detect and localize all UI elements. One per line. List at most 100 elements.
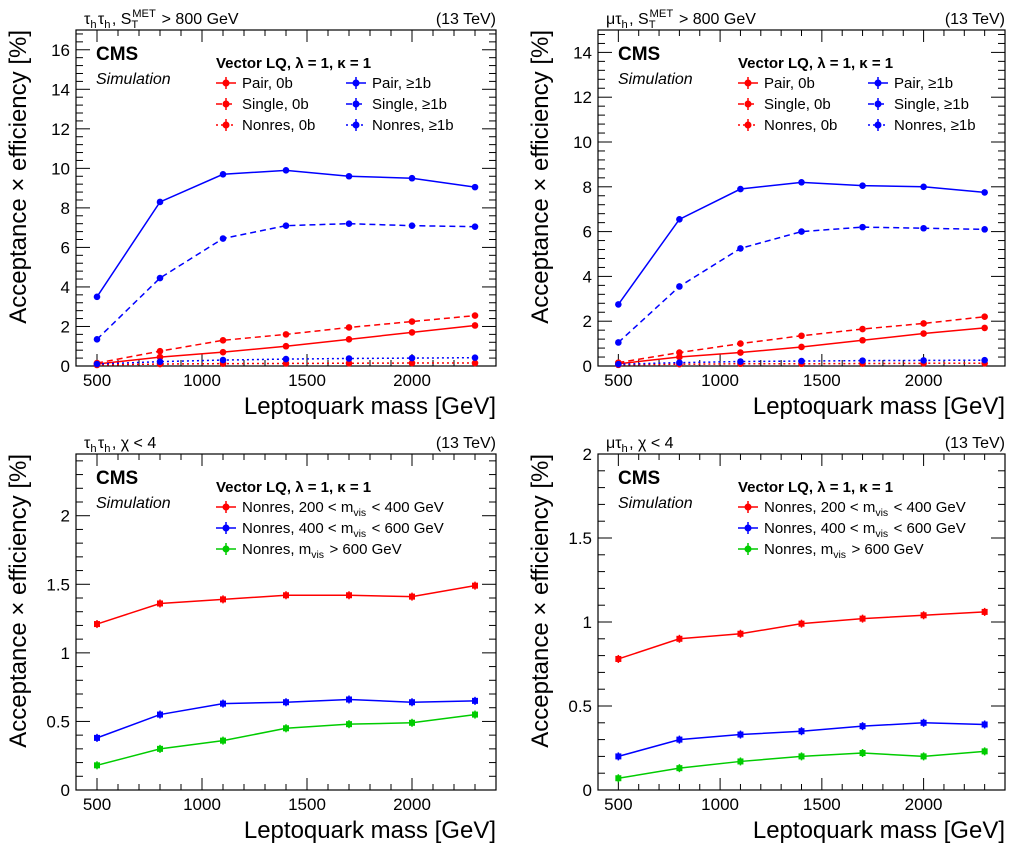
legend-marker	[744, 121, 752, 129]
data-point	[615, 301, 622, 308]
series-line-4	[96, 222, 476, 340]
data-point	[471, 359, 479, 367]
y-tick-label: 1.5	[46, 575, 70, 594]
x-tick-label: 500	[604, 795, 632, 814]
legend-marker	[222, 100, 230, 108]
y-tick-label: 14	[51, 80, 70, 99]
data-point	[345, 172, 353, 180]
y-tick-label: 0	[61, 781, 70, 800]
energy-label: (13 TeV)	[436, 11, 496, 28]
data-point	[408, 318, 416, 325]
legend-marker	[222, 545, 230, 553]
data-point	[798, 620, 805, 627]
data-point	[981, 189, 988, 196]
data-point	[156, 198, 164, 206]
data-point	[859, 723, 866, 730]
data-point	[471, 312, 479, 319]
data-point	[282, 331, 290, 338]
data-point	[676, 635, 683, 642]
y-tick-label: 2	[583, 445, 592, 464]
y-tick-label: 10	[573, 133, 592, 152]
y-tick-label: 10	[51, 159, 70, 178]
data-point	[157, 600, 163, 607]
data-point	[859, 182, 866, 189]
legend-header: Vector LQ, λ = 1, κ = 1	[738, 479, 893, 496]
data-point	[345, 324, 353, 331]
legend-entry: Nonres, 0b	[242, 117, 315, 134]
legend-marker	[744, 79, 752, 87]
legend-marker	[352, 100, 360, 108]
data-point	[157, 711, 163, 718]
data-point	[220, 737, 226, 744]
data-point	[94, 734, 100, 741]
data-point	[93, 360, 101, 368]
y-tick-label: 14	[573, 43, 592, 62]
y-tick-label: 4	[61, 278, 70, 297]
data-point	[472, 582, 478, 589]
cms-label: CMS	[96, 44, 138, 65]
data-point	[981, 748, 988, 755]
data-point	[676, 215, 683, 223]
data-point	[282, 167, 290, 174]
y-tick-label: 8	[61, 199, 70, 218]
data-point	[737, 245, 744, 252]
legend-entry: Single, ≥1b	[894, 96, 969, 113]
data-point	[920, 612, 927, 619]
data-point	[408, 354, 416, 362]
x-axis-title: Leptoquark mass [GeV]	[753, 817, 1005, 843]
legend-marker	[222, 503, 230, 511]
energy-label: (13 TeV)	[436, 435, 496, 452]
data-point	[981, 608, 988, 615]
simulation-label: Simulation	[618, 71, 693, 88]
x-tick-label: 2000	[905, 371, 943, 390]
channel-label: μτh , STMET > 800 GeV	[606, 8, 756, 31]
data-point	[282, 355, 290, 363]
data-point	[408, 359, 416, 367]
data-point	[798, 357, 805, 365]
data-point	[219, 348, 227, 356]
data-point	[981, 356, 988, 364]
data-point	[737, 349, 744, 356]
simulation-label: Simulation	[96, 495, 171, 512]
data-point	[920, 224, 927, 232]
x-tick-label: 1500	[288, 795, 326, 814]
legend-marker	[222, 524, 230, 532]
energy-label: (13 TeV)	[945, 11, 1005, 28]
data-point	[676, 765, 683, 772]
legend-entry: Nonres, ≥1b	[372, 117, 454, 134]
data-point	[859, 750, 866, 757]
legend-entry: Nonres, mvis > 600 GeV	[242, 541, 402, 561]
data-point	[471, 223, 479, 230]
legend-entry: Nonres, mvis > 600 GeV	[764, 541, 924, 561]
data-point	[408, 174, 416, 182]
data-point	[346, 696, 352, 703]
legend-marker	[874, 100, 882, 108]
data-point	[219, 235, 227, 242]
data-point	[409, 593, 415, 600]
y-tick-label: 8	[583, 178, 592, 197]
y-axis-title: Acceptance × efficiency [%]	[5, 30, 32, 324]
data-point	[920, 183, 927, 191]
x-tick-label: 2000	[905, 795, 943, 814]
legend-entry: Single, ≥1b	[372, 96, 447, 113]
y-tick-label: 0.5	[46, 712, 70, 731]
x-tick-label: 500	[83, 795, 111, 814]
data-point	[471, 322, 479, 329]
energy-label: (13 TeV)	[945, 435, 1005, 452]
x-tick-label: 2000	[393, 795, 431, 814]
data-point	[920, 320, 927, 327]
data-point	[345, 355, 353, 362]
data-point	[737, 340, 744, 347]
data-point	[615, 753, 622, 760]
data-point	[920, 330, 927, 337]
x-tick-label: 2000	[393, 371, 431, 390]
y-tick-label: 16	[51, 41, 70, 60]
x-tick-label: 1000	[183, 795, 221, 814]
data-point	[737, 358, 744, 365]
data-point	[346, 592, 352, 599]
data-point	[920, 719, 927, 726]
simulation-label: Simulation	[96, 71, 171, 88]
data-point	[283, 725, 289, 732]
data-point	[408, 329, 416, 336]
channel-label: τh τh , STMET > 800 GeV	[84, 8, 239, 31]
